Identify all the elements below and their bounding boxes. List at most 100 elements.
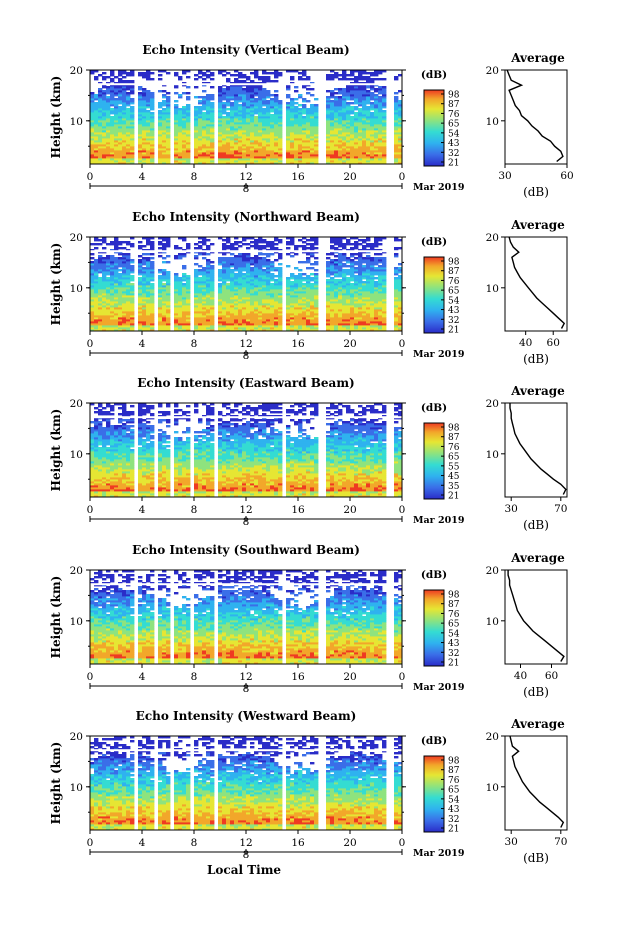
heatmap-cell [238,253,243,256]
heatmap-cell [126,269,131,272]
heatmap-cell [342,114,347,117]
heatmap-cell [278,263,283,266]
heatmap-cell [90,118,95,121]
heatmap-cell [102,108,107,111]
heatmap-cell [202,112,207,115]
heatmap-cell [178,132,183,135]
heatmap-cell [366,132,371,135]
heatmap-cell [302,261,307,264]
heatmap-cell [178,128,183,131]
heatmap-cell [254,162,259,165]
heatmap-cell [146,281,151,284]
heatmap-cell [218,138,223,141]
heatmap-cell [290,130,295,133]
heatmap-cell [254,142,259,145]
heatmap-cell [130,146,135,149]
heatmap-cell [186,152,191,155]
heatmap-cell [106,98,111,101]
heatmap-cell [270,261,275,264]
heatmap-cell [338,279,343,282]
heatmap-cell [126,140,131,143]
heatmap-cell [246,116,251,119]
heatmap-cell [266,76,271,79]
heatmap-cell [206,140,211,143]
heatmap-cell [366,114,371,117]
heatmap-cell [106,257,111,260]
heatmap-cell [266,126,271,129]
heatmap-cell [334,136,339,139]
heatmap-cell [394,116,399,119]
heatmap-cell [210,146,215,149]
heatmap-cell [350,74,355,77]
heatmap-cell [106,100,111,103]
heatmap-cell [222,148,227,151]
heatmap-cell [350,158,355,161]
heatmap-cell [330,134,335,137]
heatmap-cell [362,86,367,89]
heatmap-cell [130,140,135,143]
heatmap-cell [142,152,147,155]
heatmap-cell [94,319,99,322]
heatmap-cell [346,140,351,143]
heatmap-cell [330,245,335,248]
heatmap-cell [350,112,355,115]
heatmap-cell [102,100,107,103]
heatmap-cell [230,74,235,77]
heatmap-cell [266,96,271,99]
heatmap-cell [94,112,99,115]
heatmap-cell [174,74,179,77]
heatmap-cell [330,74,335,77]
heatmap-cell [174,124,179,127]
heatmap-cell [310,94,315,97]
heatmap-cell [334,128,339,131]
panel-1: Echo Intensity (Vertical Beam)2010Height… [49,43,574,199]
heatmap-cell [298,273,303,276]
heatmap-cell [294,136,299,139]
heatmap-cell [374,110,379,113]
heatmap-cell [254,82,259,85]
heatmap-cell [206,76,211,79]
heatmap-cell [346,269,351,272]
heatmap-cell [250,110,255,113]
heatmap-cell [162,90,167,93]
heatmap-cell [358,118,363,121]
heatmap-cell [106,293,111,296]
heatmap-cell [242,90,247,93]
heatmap-cell [98,136,103,139]
heatmap-cell [274,118,279,121]
heatmap-cell [142,307,147,310]
heatmap-cell [158,126,163,129]
heatmap-cell [330,94,335,97]
heatmap-cell [258,92,263,95]
heatmap-cell [290,82,295,85]
heatmap-cell [278,102,283,105]
heatmap-cell [238,130,243,133]
heatmap-cell [90,72,95,75]
heatmap-cell [226,98,231,101]
heatmap-cell [126,291,131,294]
heatmap-cell [354,156,359,159]
heatmap-cell [210,140,215,143]
heatmap-cell [126,108,131,111]
heatmap-cell [174,128,179,131]
heatmap-cell [274,156,279,159]
heatmap-cell [150,100,155,103]
heatmap-cell [242,96,247,99]
heatmap-cell [250,94,255,97]
heatmap-cell [246,162,251,165]
heatmap-cell [374,162,379,165]
heatmap-cell [146,243,151,246]
heatmap-cell [338,102,343,105]
heatmap-cell [102,299,107,302]
heatmap-cell [278,152,283,155]
heatmap-cell [122,323,127,326]
heatmap-cell [106,287,111,290]
heatmap-cell [202,72,207,75]
heatmap-cell [90,162,95,165]
heatmap-cell [118,317,123,320]
heatmap-cell [250,112,255,115]
heatmap-cell [98,283,103,286]
heatmap-cell [142,162,147,165]
heatmap-cell [262,146,267,149]
heatmap-cell [354,138,359,141]
